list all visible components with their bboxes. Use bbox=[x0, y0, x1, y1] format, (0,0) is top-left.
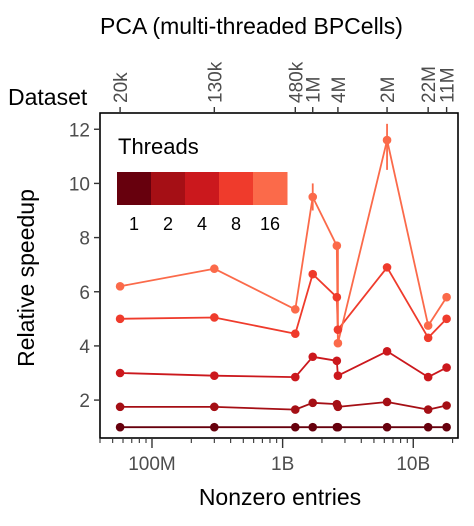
x-axis-title: Nonzero entries bbox=[199, 484, 361, 510]
data-point-16-threads bbox=[333, 338, 343, 348]
data-point-2-threads bbox=[442, 401, 451, 410]
data-point-4-threads bbox=[442, 363, 451, 372]
data-point-16-threads bbox=[308, 192, 318, 202]
dataset-label: 4M bbox=[329, 77, 350, 103]
data-point-2-threads bbox=[210, 402, 219, 412]
data-point-1-threads bbox=[290, 422, 300, 432]
y-axis-title: Relative speedup bbox=[13, 189, 39, 367]
series-line-4-threads bbox=[120, 350, 448, 379]
y-tick-label: 8 bbox=[79, 229, 90, 250]
data-point-2-threads bbox=[115, 402, 125, 412]
data-point-16-threads bbox=[332, 241, 342, 251]
y-tick-label: 12 bbox=[69, 120, 90, 141]
legend-title: Threads bbox=[118, 134, 199, 159]
dataset-label: 130k bbox=[205, 61, 226, 103]
y-tick-label: 10 bbox=[69, 174, 90, 195]
data-point-4-threads bbox=[382, 347, 392, 356]
data-point-2-threads bbox=[423, 405, 433, 414]
data-point-8-threads bbox=[308, 269, 318, 279]
legend-swatch-4 bbox=[185, 172, 220, 205]
legend-label: 8 bbox=[231, 214, 241, 234]
x-tick-label: 1B bbox=[271, 454, 294, 475]
legend-label: 4 bbox=[197, 214, 207, 234]
series-line-16-threads bbox=[119, 139, 448, 345]
data-point-2-threads bbox=[333, 402, 343, 412]
plot-panel-border bbox=[99, 112, 459, 439]
data-point-1-threads bbox=[210, 422, 219, 432]
data-point-2-threads bbox=[308, 398, 318, 408]
legend-label: 1 bbox=[129, 214, 139, 234]
dataset-label: 480k bbox=[286, 61, 307, 103]
dataset-label: 11M bbox=[438, 67, 459, 103]
data-point-8-threads bbox=[290, 329, 300, 339]
data-point-1-threads bbox=[115, 422, 125, 432]
chart-title: PCA (multi-threaded BPCells) bbox=[100, 13, 403, 39]
data-point-1-threads bbox=[423, 422, 433, 432]
data-point-8-threads bbox=[210, 313, 219, 322]
data-point-8-threads bbox=[115, 314, 125, 324]
dataset-label: 1M bbox=[304, 77, 325, 103]
data-point-8-threads bbox=[382, 263, 392, 272]
data-point-4-threads bbox=[308, 352, 318, 362]
data-point-8-threads bbox=[332, 292, 342, 302]
data-point-1-threads bbox=[382, 422, 392, 432]
dataset-label: 2M bbox=[378, 77, 399, 103]
legend-label: 2 bbox=[163, 214, 173, 234]
data-point-16-threads bbox=[442, 292, 451, 302]
data-point-8-threads bbox=[333, 325, 343, 334]
data-point-16-threads bbox=[423, 321, 433, 330]
legend-swatch-2 bbox=[151, 172, 186, 205]
y-tick-label: 2 bbox=[79, 391, 90, 412]
dataset-label: 20k bbox=[111, 72, 132, 103]
data-point-16-threads bbox=[382, 135, 392, 145]
data-point-4-threads bbox=[210, 371, 219, 381]
data-point-1-threads bbox=[333, 422, 343, 432]
data-point-8-threads bbox=[442, 314, 451, 324]
data-point-2-threads bbox=[290, 405, 300, 414]
data-point-16-threads bbox=[210, 264, 219, 274]
data-point-4-threads bbox=[332, 356, 342, 366]
data-point-4-threads bbox=[290, 372, 300, 382]
dataset-label: 22M bbox=[419, 66, 440, 103]
top-axis-label: Dataset bbox=[8, 84, 88, 110]
data-point-1-threads bbox=[308, 422, 318, 432]
legend-swatch-1 bbox=[117, 172, 152, 205]
legend-swatch-16 bbox=[253, 172, 288, 205]
legend-swatch-8 bbox=[219, 172, 254, 205]
legend-label: 16 bbox=[260, 214, 280, 234]
data-point-1-threads bbox=[442, 422, 451, 432]
y-tick-label: 6 bbox=[79, 283, 90, 304]
data-point-4-threads bbox=[333, 371, 343, 381]
x-tick-label: 100M bbox=[128, 454, 176, 475]
data-point-4-threads bbox=[115, 368, 125, 378]
data-point-16-threads bbox=[115, 282, 125, 291]
data-point-8-threads bbox=[423, 333, 433, 343]
data-point-4-threads bbox=[423, 372, 433, 382]
y-tick-label: 4 bbox=[79, 337, 90, 358]
data-point-2-threads bbox=[382, 397, 392, 407]
data-point-16-threads bbox=[290, 305, 300, 314]
series-line-2-threads bbox=[120, 401, 447, 411]
x-tick-label: 10B bbox=[396, 454, 430, 475]
